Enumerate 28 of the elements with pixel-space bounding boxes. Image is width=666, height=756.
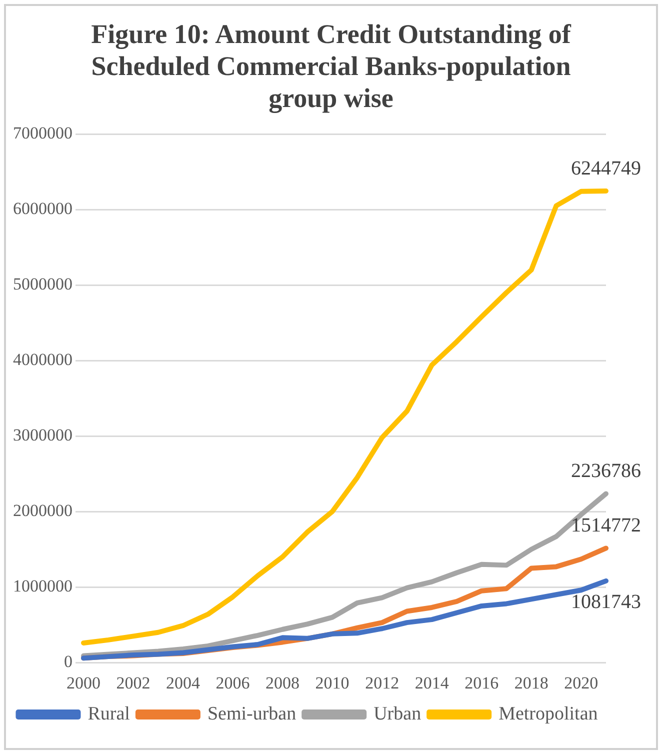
y-tick-label: 0 [64,652,72,672]
legend-label: Urban [374,703,422,724]
y-tick-label: 7000000 [13,123,72,142]
chart-title: Figure 10: Amount Credit Outstanding of Scheduled Commercial Banks-population group wise [91,18,571,114]
x-tick-label: 2018 [514,673,548,692]
data-label: 1081743 [571,591,641,614]
x-tick-label: 2002 [116,673,150,692]
x-tick-label: 2008 [266,673,300,692]
y-tick-label: 4000000 [13,350,72,370]
x-tick-label: 2020 [564,673,598,692]
x-tick-label: 2016 [464,673,499,692]
x-tick-label: 2014 [414,673,450,692]
y-tick-label: 3000000 [13,426,72,445]
data-label: 1514772 [571,514,641,536]
y-tick-label: 1000000 [13,576,72,596]
x-tick-label: 2000 [66,673,100,692]
y-tick-label: 5000000 [13,274,72,294]
data-label: 6244749 [571,157,641,180]
legend-label: Metropolitan [498,703,598,724]
data-label: 2236786 [571,460,641,482]
legend-label: Semi-urban [207,703,297,724]
x-tick-label: 2010 [315,673,350,692]
x-tick-label: 2004 [166,673,201,692]
y-tick-label: 6000000 [13,198,72,218]
x-tick-label: 2012 [365,673,400,692]
x-tick-label: 2006 [216,673,250,692]
y-tick-label: 2000000 [13,501,72,520]
legend-label: Rural [88,703,130,724]
